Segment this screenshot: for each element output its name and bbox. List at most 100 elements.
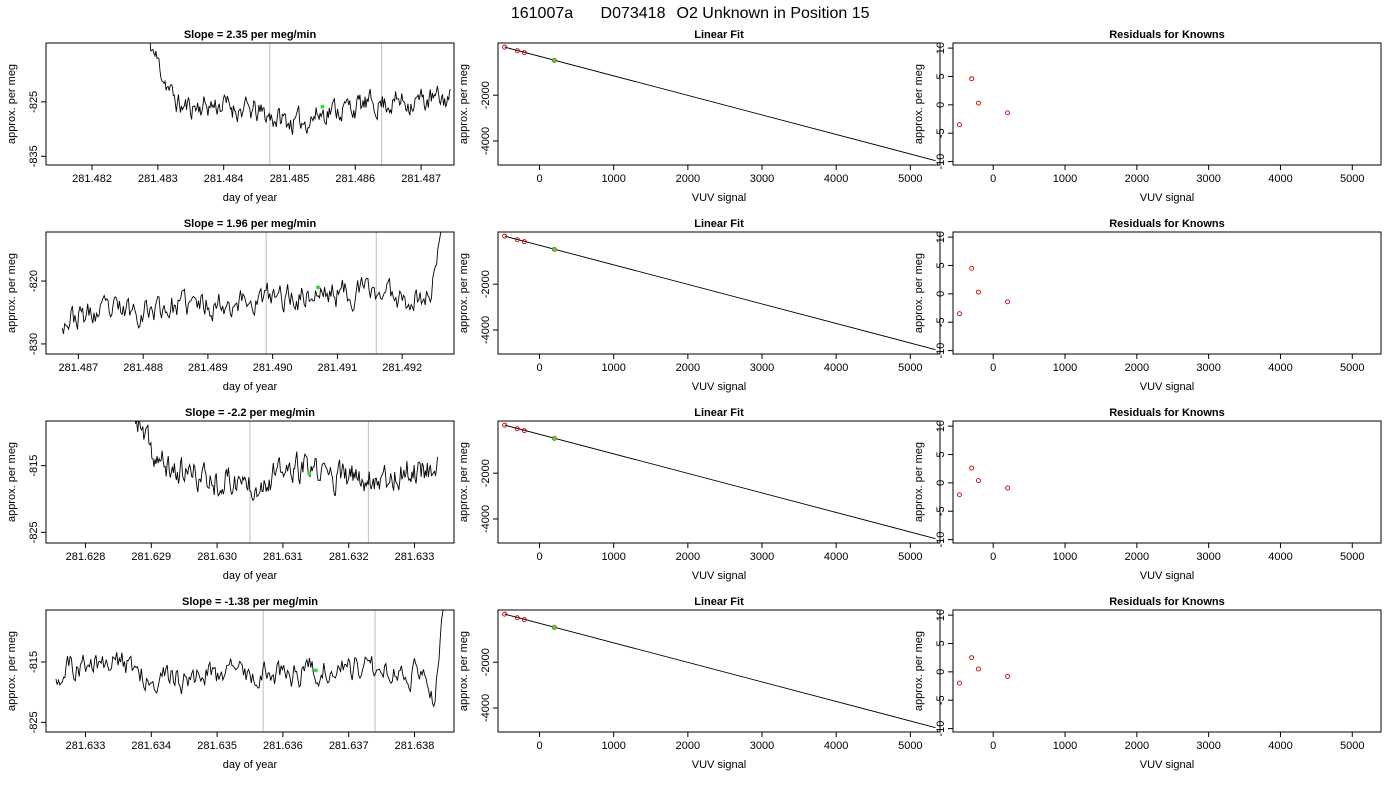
x-tick-label: 4000 xyxy=(824,362,848,374)
panel-data-layer xyxy=(502,611,936,729)
y-tick-label: -2000 xyxy=(480,81,492,109)
x-tick-label: 0 xyxy=(536,551,542,563)
plot-frame xyxy=(497,231,941,355)
x-tick-label: 3000 xyxy=(1196,173,1220,185)
y-tick-label: -825 xyxy=(28,521,40,543)
fit-line xyxy=(504,235,936,351)
x-tick-label: 4000 xyxy=(1268,740,1292,752)
y-tick-label: -10 xyxy=(935,154,947,170)
known-point xyxy=(521,617,527,623)
y-tick-label: 5 xyxy=(935,451,947,457)
x-tick-label: 281.482 xyxy=(72,173,112,185)
residual-point xyxy=(957,680,962,686)
x-tick-label: 2000 xyxy=(676,551,700,563)
panel-title: Linear Fit xyxy=(694,596,744,608)
x-tick-label: 281.485 xyxy=(270,173,310,185)
x-tick-label: 281.635 xyxy=(197,740,237,752)
panel-title: Linear Fit xyxy=(694,218,744,230)
panel-title: Residuals for Knowns xyxy=(1109,596,1225,608)
residual-point xyxy=(957,122,962,128)
panel-title: Slope = -1.38 per meg/min xyxy=(182,596,318,608)
known-point xyxy=(521,50,527,56)
residual-point xyxy=(1005,673,1011,679)
known-point xyxy=(502,611,508,617)
timeseries-line xyxy=(61,232,442,334)
panel-title: Linear Fit xyxy=(694,407,744,419)
x-axis-label: day of year xyxy=(223,759,278,771)
y-tick-label: -5 xyxy=(935,695,947,705)
x-tick-label: 4000 xyxy=(1268,362,1292,374)
x-tick-label: 281.634 xyxy=(131,740,171,752)
panel-data-layer xyxy=(134,421,438,543)
plot-frame xyxy=(45,609,455,733)
x-tick-label: 3000 xyxy=(750,551,774,563)
y-tick-label: -2000 xyxy=(480,459,492,487)
x-tick-label: 3000 xyxy=(750,173,774,185)
x-tick-label: 0 xyxy=(990,551,996,563)
residual-point xyxy=(969,655,975,661)
panel-title: Linear Fit xyxy=(694,29,744,41)
panel-timeseries-row-3: 281.628 281.629 281.630 281.631 281.632 281.6… xyxy=(6,407,455,582)
timeseries-line xyxy=(149,43,451,135)
y-axis-label: approx. per meg xyxy=(913,64,925,144)
x-axis-label: VUV signal xyxy=(692,570,746,582)
y-axis-label: approx. per meg xyxy=(913,442,925,522)
plot-frame xyxy=(497,609,941,733)
x-tick-label: 2000 xyxy=(1125,173,1149,185)
x-tick-label: 1000 xyxy=(1053,740,1077,752)
x-tick-label: 5000 xyxy=(898,173,922,185)
plot-frame xyxy=(952,609,1382,733)
panel-title: Residuals for Knowns xyxy=(1109,218,1225,230)
x-tick-label: 281.637 xyxy=(329,740,369,752)
y-tick-label: -815 xyxy=(28,651,40,673)
x-axis-label: VUV signal xyxy=(1140,192,1194,204)
panel-title: Slope = 2.35 per meg/min xyxy=(184,29,317,41)
y-axis-label: approx. per meg xyxy=(458,631,470,711)
panel-data-layer xyxy=(957,76,1011,128)
fit-line xyxy=(504,424,936,540)
y-tick-label: 5 xyxy=(935,262,947,268)
known-point xyxy=(521,239,527,245)
y-tick-label: 10 xyxy=(935,609,947,621)
residual-point xyxy=(969,465,975,471)
panel-residuals-row-2: 0 1000 2000 3000 4000 5000 10 5 0 -5 -10 Residuals … xyxy=(913,218,1382,393)
y-axis-label: approx. per meg xyxy=(6,64,18,144)
figure-title-analysis: D073418 xyxy=(601,5,666,22)
known-point xyxy=(514,426,520,432)
y-tick-label: -5 xyxy=(935,317,947,327)
y-axis-label: approx. per meg xyxy=(913,253,925,333)
panel-title: Residuals for Knowns xyxy=(1109,29,1225,41)
residual-point xyxy=(976,289,981,295)
known-point xyxy=(514,615,520,621)
x-tick-label: 281.487 xyxy=(401,173,441,185)
x-tick-label: 5000 xyxy=(898,551,922,563)
x-tick-label: 281.636 xyxy=(263,740,303,752)
y-tick-label: -4000 xyxy=(480,505,492,533)
timeseries-line xyxy=(55,610,444,708)
x-tick-label: 281.492 xyxy=(382,362,422,374)
y-tick-label: 10 xyxy=(935,420,947,432)
x-tick-label: 281.489 xyxy=(188,362,228,374)
known-point xyxy=(521,428,527,434)
y-axis-label: approx. per meg xyxy=(6,631,18,711)
x-tick-label: 5000 xyxy=(1340,173,1364,185)
y-tick-label: -820 xyxy=(28,270,40,292)
x-tick-label: 3000 xyxy=(1196,551,1220,563)
x-tick-label: 281.628 xyxy=(66,551,106,563)
unknown-marker xyxy=(307,471,312,476)
y-tick-label: 10 xyxy=(935,231,947,243)
known-point xyxy=(514,237,520,243)
y-tick-label: -4000 xyxy=(480,127,492,155)
x-tick-label: 2000 xyxy=(676,740,700,752)
y-tick-label: 0 xyxy=(935,669,947,675)
x-tick-label: 281.491 xyxy=(318,362,358,374)
y-tick-label: -5 xyxy=(935,506,947,516)
plot-frame xyxy=(497,420,941,544)
x-tick-label: 4000 xyxy=(1268,551,1292,563)
panel-title: Residuals for Knowns xyxy=(1109,407,1225,419)
y-tick-label: -815 xyxy=(28,455,40,477)
panel-title: Slope = -2.2 per meg/min xyxy=(185,407,315,419)
panel-timeseries-row-1: 281.482 281.483 281.484 281.485 281.486 281.4… xyxy=(6,29,455,204)
y-axis-label: approx. per meg xyxy=(6,442,18,522)
